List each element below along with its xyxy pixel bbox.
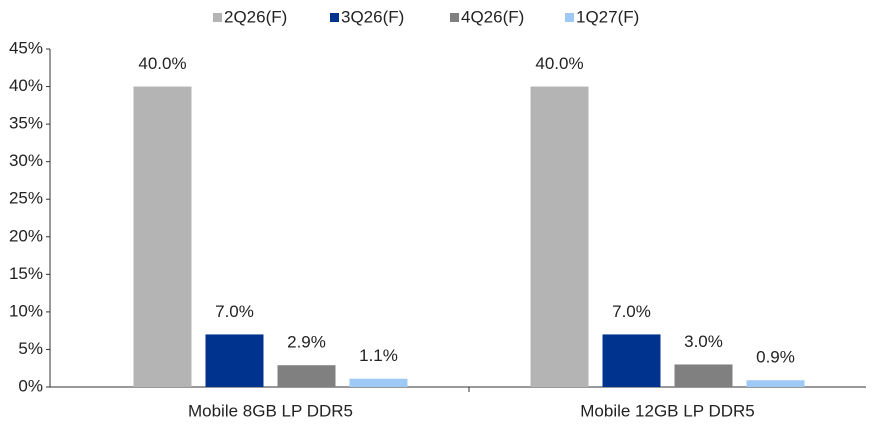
legend-label: 3Q26(F) bbox=[341, 7, 404, 26]
value-label: 1.1% bbox=[359, 346, 398, 365]
y-tick-label: 40% bbox=[9, 76, 43, 95]
bar bbox=[530, 86, 589, 388]
legend-label: 2Q26(F) bbox=[224, 7, 287, 26]
bar bbox=[674, 364, 733, 387]
bar bbox=[205, 334, 264, 387]
legend-swatch bbox=[565, 13, 574, 22]
value-label: 40.0% bbox=[535, 54, 583, 73]
y-tick-label: 45% bbox=[9, 38, 43, 57]
bar bbox=[746, 380, 805, 387]
y-tick-label: 15% bbox=[9, 264, 43, 283]
legend-swatch bbox=[330, 13, 339, 22]
bar bbox=[602, 334, 661, 387]
y-tick-label: 30% bbox=[9, 151, 43, 170]
value-label: 7.0% bbox=[612, 302, 651, 321]
value-label: 2.9% bbox=[287, 333, 326, 352]
value-label: 40.0% bbox=[138, 54, 186, 73]
legend-swatch bbox=[450, 13, 459, 22]
y-tick-label: 25% bbox=[9, 189, 43, 208]
bar bbox=[277, 365, 336, 387]
bar bbox=[349, 378, 408, 387]
legend-label: 1Q27(F) bbox=[576, 7, 639, 26]
y-tick-label: 5% bbox=[18, 339, 43, 358]
legend-label: 4Q26(F) bbox=[461, 7, 524, 26]
value-label: 3.0% bbox=[684, 332, 723, 351]
y-tick-label: 0% bbox=[18, 376, 43, 395]
legend-swatch bbox=[213, 13, 222, 22]
y-tick-label: 20% bbox=[9, 226, 43, 245]
x-tick-label: Mobile 12GB LP DDR5 bbox=[580, 401, 755, 420]
value-label: 7.0% bbox=[215, 302, 254, 321]
y-tick-label: 35% bbox=[9, 114, 43, 133]
y-tick-label: 10% bbox=[9, 301, 43, 320]
x-tick-label: Mobile 8GB LP DDR5 bbox=[188, 401, 353, 420]
bar bbox=[133, 86, 192, 388]
value-label: 0.9% bbox=[756, 348, 795, 367]
